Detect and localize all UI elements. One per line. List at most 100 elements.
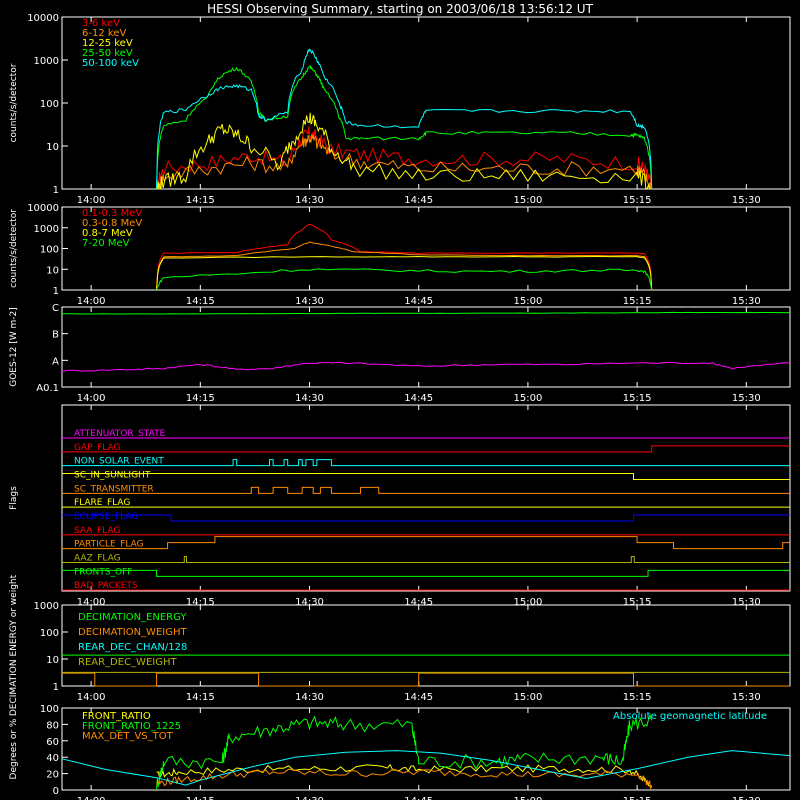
goes-ylabel: GOES-12 [W m-2]: [9, 307, 19, 387]
gamma-legend-entry: 0.3-0.8 MeV: [82, 218, 142, 229]
time-tick-label: 14:45: [404, 796, 433, 800]
ratios-annotation: Absolute geomagnetic latitude: [613, 711, 767, 722]
time-tick-label: 14:45: [404, 692, 433, 703]
decimation-frame: [61, 604, 791, 687]
time-tick-label: 14:00: [77, 597, 106, 608]
flag-line: [62, 514, 790, 522]
flag-label: FRONTS_OFF: [74, 567, 132, 577]
lightcurves-series-line: [156, 48, 653, 190]
time-tick-label: 15:00: [514, 597, 543, 608]
lightcurves-series-line: [156, 126, 653, 190]
gamma-series-line: [156, 223, 653, 291]
lightcurves-ylabel: counts/s/detector: [9, 63, 19, 142]
time-tick-label: 15:00: [514, 393, 543, 404]
goes-frame: [61, 306, 791, 388]
time-tick-label: 15:00: [514, 195, 543, 206]
time-tick-label: 14:30: [295, 296, 324, 307]
y-tick-label: B: [52, 330, 59, 341]
time-tick-label: 14:15: [186, 195, 215, 206]
time-tick-label: 14:15: [186, 393, 215, 404]
flag-line: [62, 536, 790, 550]
time-tick-label: 15:15: [623, 393, 652, 404]
time-tick-label: 15:00: [514, 692, 543, 703]
decimation-legend-entry: DECIMATION_WEIGHT: [78, 627, 187, 638]
y-tick-label: 1: [53, 286, 59, 297]
time-tick-label: 14:15: [186, 597, 215, 608]
decimation-legend-entry: REAR_DEC_WEIGHT: [78, 657, 177, 668]
flag-line: [62, 569, 790, 577]
y-tick-label: 0: [53, 786, 59, 797]
y-tick-label: 80: [46, 720, 59, 731]
time-tick-label: 15:00: [514, 796, 543, 800]
decimation-ylabel: DECIMATION ENERGY or weight: [9, 574, 19, 716]
decimation-series-line: [62, 672, 790, 687]
time-tick-label: 14:30: [295, 597, 324, 608]
flag-label: AAZ_FLAG: [74, 554, 121, 564]
y-tick-label: 100: [40, 99, 59, 110]
decimation-legend-entry: REAR_DEC_CHAN/128: [78, 642, 187, 653]
time-tick-label: 15:15: [623, 296, 652, 307]
y-tick-label: 10000: [27, 13, 59, 24]
flag-label: ATTENUATOR_STATE: [74, 429, 166, 439]
lightcurves-series-line: [156, 134, 652, 190]
goes-series-line: [61, 361, 791, 372]
gamma-series-line: [156, 255, 653, 291]
time-tick-label: 14:00: [77, 692, 106, 703]
time-tick-label: 15:30: [732, 796, 761, 800]
flag-label: NON_SOLAR_EVENT: [74, 457, 164, 467]
y-tick-label: 10: [46, 655, 59, 666]
panels-group: 14:00 14:15 14:30 14:45 15:00 15:15 15:30 count…: [9, 13, 791, 800]
y-tick-label: 40: [46, 753, 59, 764]
time-tick-label: 15:30: [732, 296, 761, 307]
ratios-legend-entry: FRONT_RATIO_1225: [82, 721, 181, 732]
y-tick-label: A0.1: [36, 383, 59, 394]
ratios-legend-entry: FRONT_RATIO: [82, 711, 151, 722]
goes-panel: 14:00 14:15 14:30 14:45 15:00 15:15 15:30 GOES-…: [9, 303, 791, 404]
time-tick-label: 14:45: [404, 195, 433, 206]
lightcurves-frame: [61, 16, 791, 190]
ratios-legend-entry: MAX_DET_VS_TOT: [82, 731, 174, 742]
flag-line: [62, 459, 790, 467]
y-tick-label: 20: [46, 770, 59, 781]
ratios-series-line: [61, 750, 791, 786]
gamma-frame: [61, 206, 791, 291]
time-tick-label: 14:30: [295, 195, 324, 206]
y-tick-label: 100: [40, 628, 59, 639]
flag-label: PARTICLE_FLAG: [74, 540, 144, 550]
y-tick-label: 60: [46, 737, 59, 748]
time-tick-label: 14:45: [404, 296, 433, 307]
time-tick-label: 15:30: [732, 692, 761, 703]
time-tick-label: 14:15: [186, 692, 215, 703]
gamma-legend-entry: 7-20 MeV: [82, 238, 130, 249]
time-tick-label: 14:00: [77, 393, 106, 404]
flag-line: [62, 486, 790, 494]
lightcurves-legend-entry: 25-50 keV: [82, 48, 133, 59]
lightcurves-legend-entry: 6-12 keV: [82, 28, 126, 39]
flag-line: [62, 445, 790, 453]
flag-label: ECLIPSE_FLAG: [74, 512, 138, 522]
y-tick-label: 10: [46, 142, 59, 153]
y-tick-label: 1: [53, 185, 59, 196]
gamma-legend-entry: 0.1-0.3 MeV: [82, 208, 142, 219]
lightcurves-panel: 14:00 14:15 14:30 14:45 15:00 15:15 15:30 count…: [9, 13, 791, 206]
time-tick-label: 14:30: [295, 796, 324, 800]
y-tick-label: C: [52, 303, 59, 314]
flag-label: SAA_FLAG: [74, 526, 120, 536]
ratios-series-line: [156, 713, 653, 791]
y-tick-label: 1000: [34, 224, 59, 235]
time-tick-label: 14:30: [295, 692, 324, 703]
gamma-series-line: [156, 241, 653, 291]
time-tick-label: 14:00: [77, 296, 106, 307]
y-tick-label: 10000: [27, 203, 59, 214]
flags-frame: [61, 404, 791, 592]
y-tick-label: 10: [46, 265, 59, 276]
flag-line: [62, 473, 790, 480]
y-tick-label: 1000: [34, 56, 59, 67]
lightcurves-legend-entry: 3-6 keV: [82, 18, 120, 29]
y-tick-label: 1000: [34, 601, 59, 612]
y-tick-label: A: [52, 356, 59, 367]
flag-label: BAD_PACKETS: [74, 581, 138, 591]
gamma-legend-entry: 0.8-7 MeV: [82, 228, 133, 239]
flag-label: SC_IN_SUNLIGHT: [74, 471, 151, 481]
